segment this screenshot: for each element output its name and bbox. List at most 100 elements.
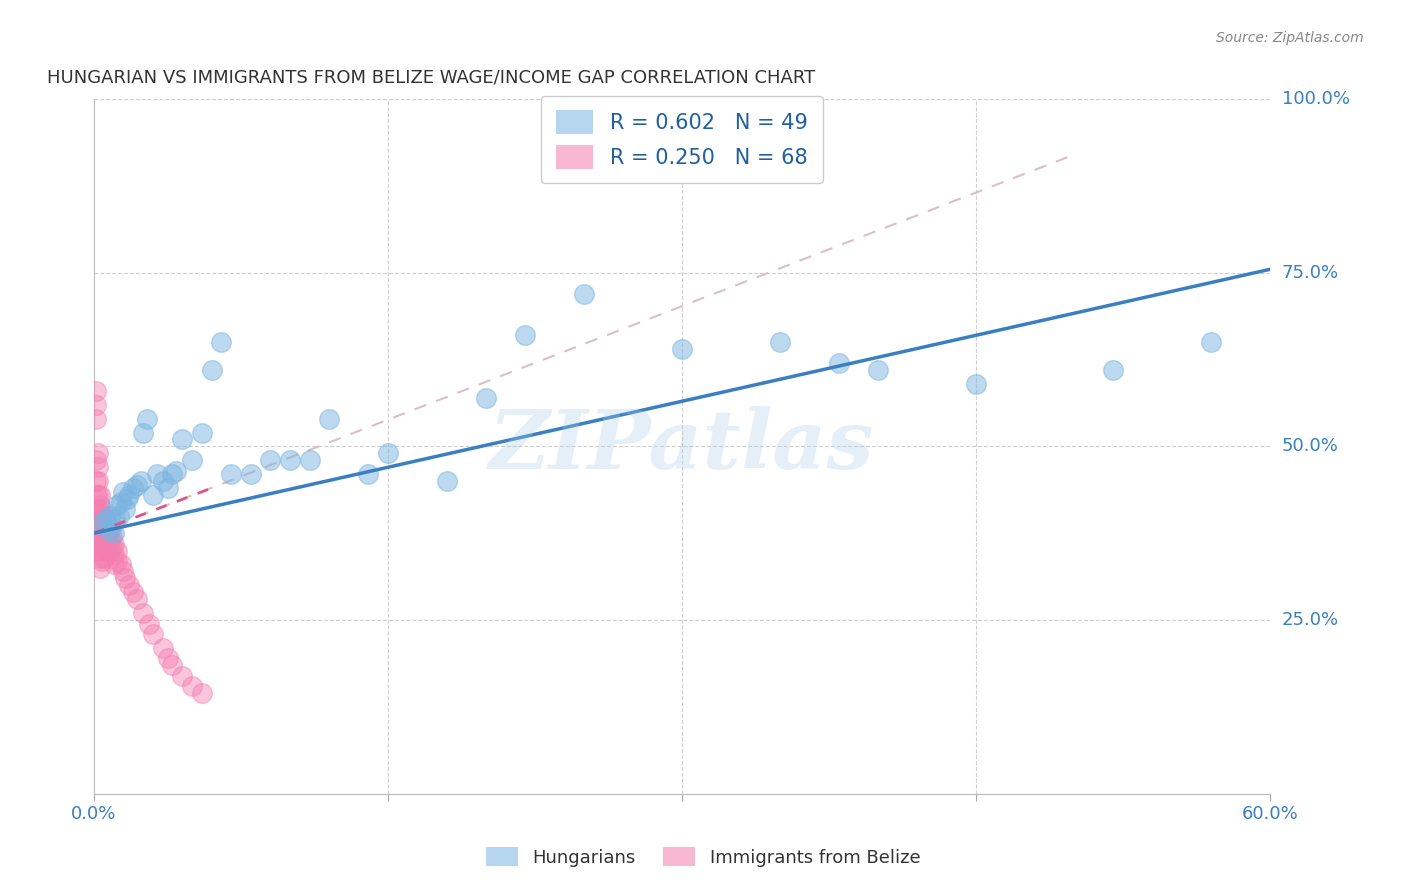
Point — [828, 356, 851, 370]
Point — [671, 342, 693, 356]
Point — [162, 467, 184, 482]
Text: 75.0%: 75.0% — [1282, 264, 1339, 282]
Point — [98, 543, 121, 558]
Point — [90, 543, 112, 558]
Point — [87, 460, 110, 475]
Point — [84, 384, 107, 398]
Point — [104, 512, 127, 526]
Point — [87, 516, 110, 530]
Point — [89, 540, 111, 554]
Point — [103, 536, 125, 550]
Point — [93, 519, 115, 533]
Point — [93, 530, 115, 544]
Point — [125, 477, 148, 491]
Point — [142, 627, 165, 641]
Point — [513, 328, 536, 343]
Point — [162, 658, 184, 673]
Point — [866, 363, 889, 377]
Point — [132, 606, 155, 620]
Point — [278, 453, 301, 467]
Point — [87, 446, 110, 460]
Legend: Hungarians, Immigrants from Belize: Hungarians, Immigrants from Belize — [478, 840, 928, 874]
Point — [122, 585, 145, 599]
Point — [114, 571, 136, 585]
Text: Source: ZipAtlas.com: Source: ZipAtlas.com — [1216, 31, 1364, 45]
Point — [172, 668, 194, 682]
Point — [84, 453, 107, 467]
Point — [769, 335, 792, 350]
Point — [108, 508, 131, 523]
Point — [94, 533, 117, 548]
Point — [100, 519, 122, 533]
Point — [112, 484, 135, 499]
Point — [114, 502, 136, 516]
Point — [965, 376, 987, 391]
Point — [181, 453, 204, 467]
Point — [93, 508, 115, 523]
Point — [103, 547, 125, 561]
Point — [93, 540, 115, 554]
Point — [98, 533, 121, 548]
Point — [118, 578, 141, 592]
Point — [107, 499, 129, 513]
Point — [84, 488, 107, 502]
Point — [94, 512, 117, 526]
Point — [125, 592, 148, 607]
Point — [209, 335, 232, 350]
Point — [89, 550, 111, 565]
Point — [97, 519, 120, 533]
Point — [89, 488, 111, 502]
Point — [84, 502, 107, 516]
Point — [90, 523, 112, 537]
Point — [98, 523, 121, 537]
Point — [94, 543, 117, 558]
Point — [107, 543, 129, 558]
Point — [87, 474, 110, 488]
Point — [103, 526, 125, 541]
Point — [84, 516, 107, 530]
Point — [90, 502, 112, 516]
Point — [89, 561, 111, 575]
Point — [475, 391, 498, 405]
Point — [298, 453, 321, 467]
Point — [132, 425, 155, 440]
Point — [172, 433, 194, 447]
Point — [357, 467, 380, 482]
Legend: R = 0.602   N = 49, R = 0.250   N = 68: R = 0.602 N = 49, R = 0.250 N = 68 — [541, 95, 823, 184]
Point — [318, 411, 340, 425]
Point — [94, 512, 117, 526]
Point — [87, 502, 110, 516]
Point — [142, 488, 165, 502]
Point — [90, 512, 112, 526]
Point — [90, 554, 112, 568]
Point — [97, 530, 120, 544]
Point — [84, 398, 107, 412]
Point — [110, 495, 132, 509]
Point — [138, 616, 160, 631]
Point — [572, 286, 595, 301]
Text: 50.0%: 50.0% — [1282, 437, 1339, 456]
Point — [259, 453, 281, 467]
Point — [100, 540, 122, 554]
Point — [87, 543, 110, 558]
Point — [181, 679, 204, 693]
Point — [1102, 363, 1125, 377]
Point — [190, 686, 212, 700]
Point — [157, 481, 180, 495]
Point — [89, 519, 111, 533]
Point — [97, 540, 120, 554]
Text: 100.0%: 100.0% — [1282, 90, 1350, 108]
Point — [436, 474, 458, 488]
Point — [145, 467, 167, 482]
Point — [84, 411, 107, 425]
Point — [152, 640, 174, 655]
Point — [94, 523, 117, 537]
Point — [122, 481, 145, 495]
Point — [118, 488, 141, 502]
Point — [107, 554, 129, 568]
Point — [90, 533, 112, 548]
Point — [90, 516, 112, 530]
Point — [152, 474, 174, 488]
Text: 25.0%: 25.0% — [1282, 611, 1339, 629]
Point — [377, 446, 399, 460]
